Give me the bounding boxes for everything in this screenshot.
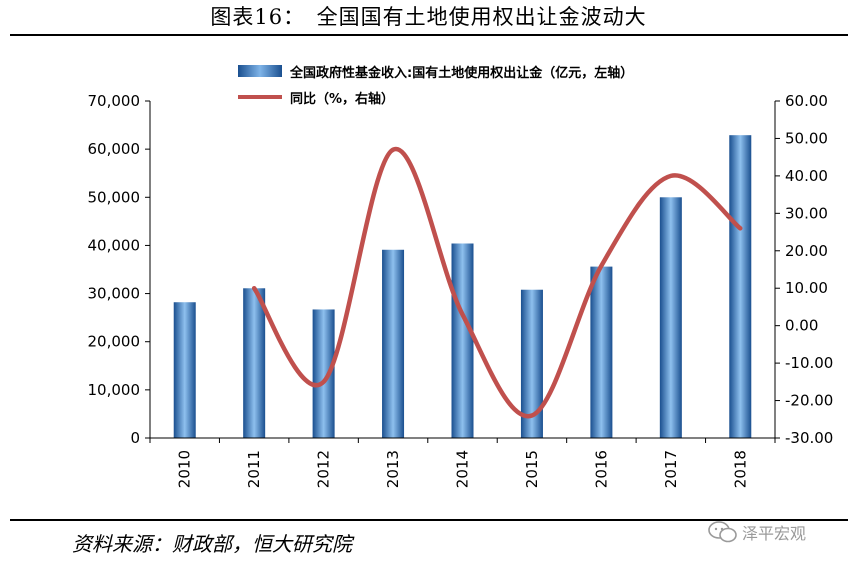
left-tick-label: 50,000 <box>88 188 141 206</box>
bar-2014 <box>451 243 474 438</box>
chart-legend: 全国政府性基金收入:国有土地使用权出让金（亿元，左轴） 同比（%，右轴） <box>238 58 633 110</box>
x-tick-label: 2013 <box>384 450 402 488</box>
left-tick-label: 0 <box>130 429 140 447</box>
legend-swatch-bar <box>238 65 282 77</box>
bar-2011 <box>243 288 266 438</box>
watermark: 泽平宏观 <box>708 520 806 544</box>
bar-2016 <box>590 266 613 438</box>
bottom-rule <box>10 519 848 521</box>
right-tick-label: 40.00 <box>785 167 828 185</box>
x-tick-label: 2012 <box>315 450 333 488</box>
x-tick-label: 2015 <box>523 450 541 488</box>
source-note: 资料来源：财政部，恒大研究院 <box>72 532 352 556</box>
yoy-growth-line <box>251 147 743 419</box>
bar-2010 <box>173 302 196 438</box>
top-rule <box>10 34 848 36</box>
left-tick-label: 40,000 <box>88 236 141 254</box>
legend-item-line: 同比（%，右轴） <box>238 84 633 110</box>
x-tick-label: 2018 <box>731 450 749 488</box>
legend-label-bar: 全国政府性基金收入:国有土地使用权出让金（亿元，左轴） <box>290 65 634 81</box>
figure-title: 图表16： 全国国有土地使用权出让金波动大 <box>210 5 647 29</box>
legend-item-bar: 全国政府性基金收入:国有土地使用权出让金（亿元，左轴） <box>238 58 633 84</box>
wechat-icon <box>708 521 737 543</box>
legend-label-line: 同比（%，右轴） <box>290 91 395 107</box>
right-tick-label: 20.00 <box>785 242 828 260</box>
right-tick-label: 10.00 <box>785 279 828 297</box>
right-tick-label: 60.00 <box>785 92 828 110</box>
right-tick-label: -20.00 <box>785 392 833 410</box>
x-tick-label: 2017 <box>662 450 680 488</box>
bar-2012 <box>312 309 335 438</box>
right-tick-label: 0.00 <box>785 317 818 335</box>
bar-2018 <box>729 135 752 438</box>
legend-swatch-line <box>238 95 282 99</box>
right-tick-label: 30.00 <box>785 204 828 222</box>
x-tick-label: 2016 <box>592 450 610 488</box>
left-tick-label: 10,000 <box>88 381 141 399</box>
left-tick-label: 30,000 <box>88 285 141 303</box>
right-tick-label: -10.00 <box>785 354 833 372</box>
x-tick-label: 2011 <box>245 450 263 488</box>
left-tick-label: 20,000 <box>88 333 141 351</box>
left-tick-label: 60,000 <box>88 140 141 158</box>
x-tick-label: 2014 <box>454 450 472 488</box>
watermark-text: 泽平宏观 <box>742 524 807 543</box>
x-tick-label: 2010 <box>176 450 194 488</box>
bar-2013 <box>382 249 405 438</box>
left-tick-label: 70,000 <box>88 92 141 110</box>
right-tick-label: -30.00 <box>785 429 833 447</box>
right-tick-label: 50.00 <box>785 129 828 147</box>
bar-2017 <box>659 197 682 438</box>
bar-2015 <box>520 289 543 438</box>
